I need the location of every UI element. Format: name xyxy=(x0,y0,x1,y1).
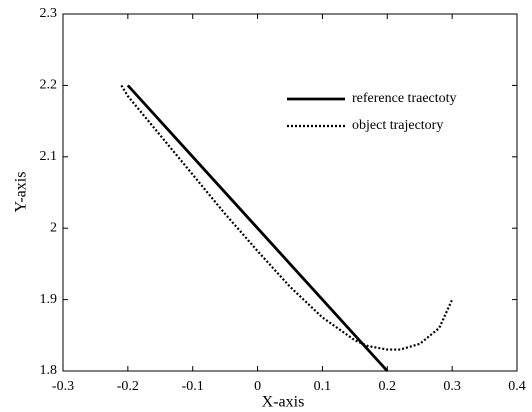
x-tick-label: 0.2 xyxy=(379,379,397,394)
y-axis-label: Y-axis xyxy=(13,172,30,213)
x-tick-label: -0.3 xyxy=(52,379,74,394)
y-tick-label: 1.8 xyxy=(40,363,58,378)
y-tick-label: 2.3 xyxy=(40,6,58,21)
x-tick-label: -0.1 xyxy=(182,379,204,394)
series-line xyxy=(126,84,389,372)
legend-label: object trajectory xyxy=(352,118,443,133)
x-tick-label: 0.4 xyxy=(508,379,526,394)
y-tick-label: 2.2 xyxy=(40,78,58,93)
x-axis-label: X-axis xyxy=(262,394,305,411)
y-tick-label: 2 xyxy=(50,220,57,235)
x-tick-label: 0 xyxy=(254,379,261,394)
x-tick-label: 0.3 xyxy=(443,379,461,394)
x-tick-label: 0.1 xyxy=(314,379,332,394)
x-tick-label: -0.2 xyxy=(117,379,139,394)
legend-label: reference traectoty xyxy=(352,91,457,106)
series-line xyxy=(120,84,454,351)
y-tick-label: 2.1 xyxy=(40,149,58,164)
plot-frame xyxy=(62,13,518,372)
y-tick-label: 1.9 xyxy=(40,292,58,307)
